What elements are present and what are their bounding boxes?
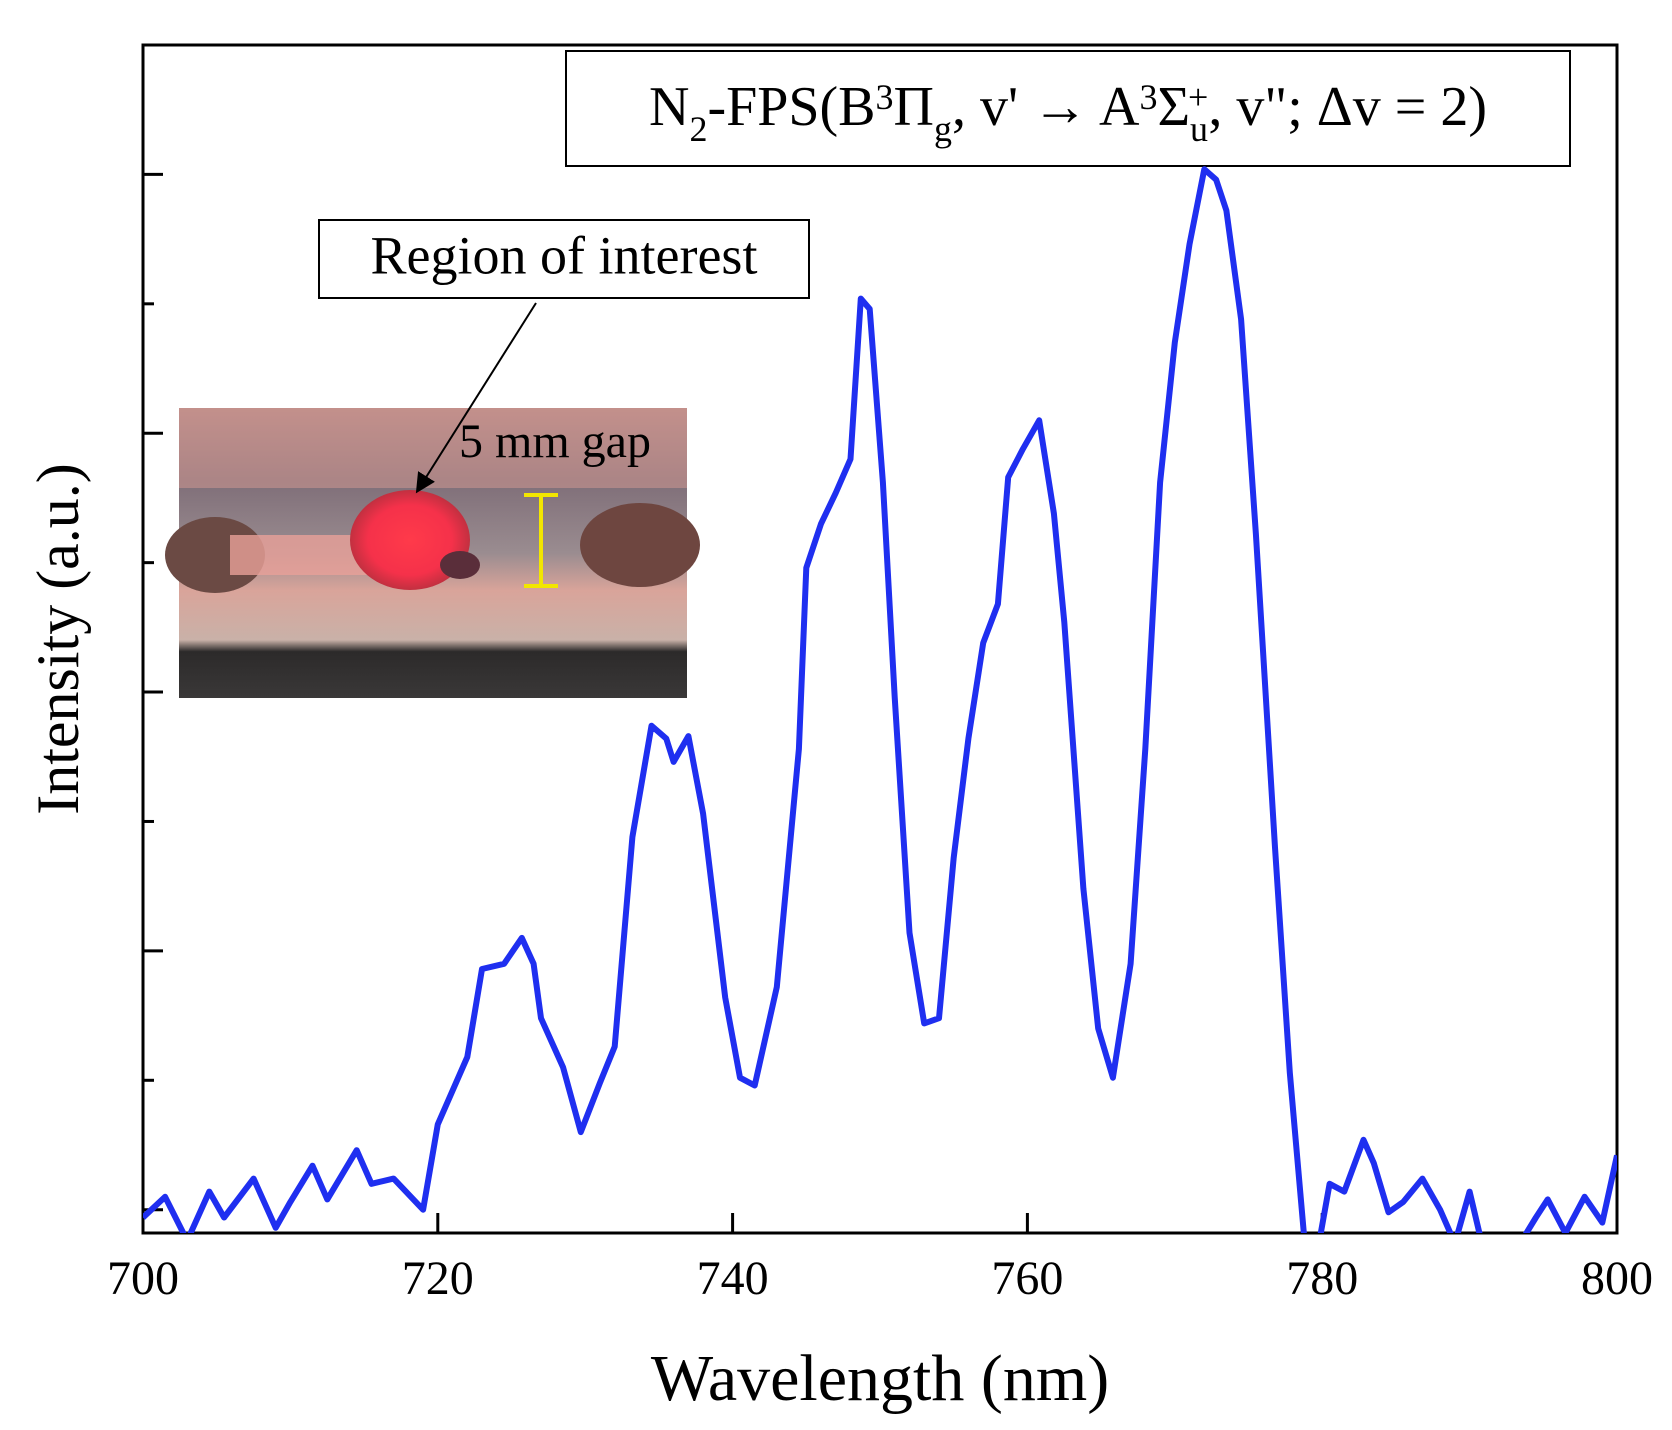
plot-frame (141, 43, 1619, 1235)
annotation-part: , v' → A (952, 76, 1140, 138)
annotation-part: g (934, 109, 952, 149)
annotation-part: Σ (1157, 76, 1190, 138)
annotation: N2-FPS(B3Πg, v' → A3Σu+, v"; Δv = 2) (649, 76, 1487, 149)
x-tick-label: 720 (402, 1252, 474, 1305)
x-axis-label: Wavelength (nm) (651, 1342, 1109, 1415)
inset-text: 5 mm gap (459, 415, 651, 468)
spectrum-line (143, 166, 1617, 1233)
annotation-part: Π (894, 76, 934, 138)
x-tick-label: 740 (697, 1252, 769, 1305)
annotation-part: , v"; Δv = 2) (1208, 76, 1487, 138)
x-tick-label: 700 (107, 1252, 179, 1305)
annotation-part: + (1188, 77, 1208, 117)
x-tick-label: 780 (1286, 1252, 1358, 1305)
region-label: Region of interest (371, 225, 758, 285)
annotation-part: 3 (876, 77, 894, 117)
annotation-part: N (649, 76, 689, 138)
x-tick-label: 800 (1581, 1252, 1653, 1305)
region-callout: Region of interest (318, 219, 810, 494)
annotation-part: 2 (689, 109, 707, 149)
x-tick-label: 760 (991, 1252, 1063, 1305)
annotation-part: 3 (1139, 77, 1157, 117)
annotation-box: N2-FPS(B3Πg, v' → A3Σu+, v"; Δv = 2) (565, 50, 1571, 167)
inset-photo: 5 mm gap (165, 408, 700, 698)
annotation-part: u (1190, 109, 1208, 149)
annotation-part: -FPS(B (707, 76, 875, 138)
y-axis-label: Intensity (a.u.) (25, 463, 91, 815)
